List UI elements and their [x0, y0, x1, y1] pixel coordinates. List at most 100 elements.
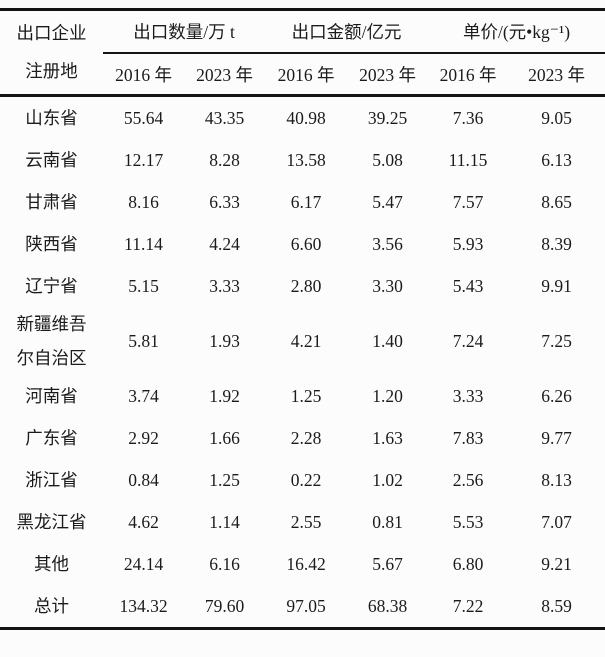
table-cell: 0.84: [128, 469, 159, 490]
table-cell: 8.39: [541, 233, 572, 254]
table-cell: 8.65: [541, 191, 572, 212]
table-cell: 16.42: [286, 553, 326, 574]
table-cell: 1.66: [209, 427, 240, 448]
table-cell: 7.57: [452, 191, 484, 212]
row-label: 广东省: [25, 428, 78, 449]
table-cell: 5.67: [372, 553, 403, 574]
table-cell: 7.07: [541, 511, 572, 532]
table-cell: 6.26: [541, 385, 572, 406]
table-cell: 5.47: [372, 191, 403, 212]
table-row: 黑龙江省 4.62 1.14 2.55 0.81 5.53 7.07: [0, 501, 605, 543]
table-cell: 79.60: [204, 595, 245, 616]
table-row: 新疆维吾尔自治区 5.81 1.93 4.21 1.40 7.24 7.25: [0, 307, 605, 375]
table-cell: 55.64: [123, 107, 164, 128]
table-cell: 1.25: [290, 385, 322, 406]
table-cell: 4.24: [209, 233, 240, 254]
table-cell: 1.14: [209, 511, 240, 532]
table-cell: 2.80: [290, 275, 322, 296]
table-cell: 1.93: [209, 330, 240, 351]
table-cell: 5.43: [452, 275, 484, 296]
group-header-row: 出口企业 注册地 出口数量/万 t 出口金额/亿元 单价/(元•kg⁻¹): [0, 9, 605, 97]
table-cell: 97.05: [286, 595, 326, 616]
row-label: 云南省: [25, 149, 78, 170]
table-cell: 3.33: [452, 385, 484, 406]
table-cell: 2.56: [452, 469, 484, 490]
table-header: 出口企业 注册地 出口数量/万 t 出口金额/亿元 单价/(元•kg⁻¹) 20…: [0, 9, 605, 97]
table-row: 其他 24.14 6.16 16.42 5.67 6.80 9.21: [0, 543, 605, 585]
table-row: 云南省 12.17 8.28 13.58 5.08 11.15 6.13: [0, 139, 605, 181]
table-cell: 1.92: [209, 385, 240, 406]
table-row: 总计 134.32 79.60 97.05 68.38 7.22 8.59: [0, 585, 605, 629]
table-cell: 40.98: [286, 107, 326, 128]
row-label: 黑龙江省: [16, 512, 87, 533]
table-cell: 2.92: [128, 427, 159, 448]
table-cell: 5.08: [372, 149, 403, 170]
table-cell: 1.02: [372, 469, 403, 490]
table-cell: 5.15: [128, 275, 159, 296]
table-row: 浙江省 0.84 1.25 0.22 1.02 2.56 8.13: [0, 459, 605, 501]
year-header-price-2016: 2016 年: [428, 53, 509, 97]
table-row: 广东省 2.92 1.66 2.28 1.63 7.83 9.77: [0, 417, 605, 459]
table-cell: 43.35: [204, 107, 245, 128]
table-cell: 0.22: [290, 469, 322, 490]
year-header-price-2023: 2023 年: [508, 53, 605, 97]
table-cell: 12.17: [123, 149, 164, 170]
table-cell: 7.24: [452, 330, 484, 351]
year-header-amount-2023: 2023 年: [347, 53, 429, 97]
row-label: 总计: [34, 596, 69, 617]
row-label: 浙江省: [25, 470, 78, 491]
row-label: 新疆维吾尔自治区: [16, 314, 87, 369]
row-label: 辽宁省: [25, 275, 78, 296]
table-cell: 11.15: [448, 149, 488, 170]
table-cell: 2.55: [290, 511, 322, 532]
table-row: 辽宁省 5.15 3.33 2.80 3.30 5.43 9.91: [0, 265, 605, 307]
table-cell: 39.25: [367, 107, 408, 128]
table-cell: 8.28: [209, 149, 240, 170]
table-cell: 9.77: [541, 427, 572, 448]
table-cell: 134.32: [119, 595, 168, 616]
table-cell: 1.20: [372, 385, 403, 406]
stub-header-line1: 出口企业: [16, 22, 87, 43]
table-cell: 1.40: [372, 330, 403, 351]
table-cell: 4.21: [290, 330, 322, 351]
table-cell: 6.33: [209, 191, 240, 212]
table-body: 山东省 55.64 43.35 40.98 39.25 7.36 9.05 云南省 12.17 8…: [0, 96, 605, 629]
stub-header: 出口企业 注册地: [0, 9, 103, 97]
table-cell: 24.14: [123, 553, 164, 574]
stub-header-line2: 注册地: [25, 60, 78, 81]
export-statistics-table: 出口企业 注册地 出口数量/万 t 出口金额/亿元 单价/(元•kg⁻¹) 20…: [0, 8, 605, 631]
table-cell: 7.83: [452, 427, 484, 448]
row-label: 山东省: [25, 107, 78, 128]
year-header-quantity-2016: 2016 年: [103, 53, 184, 97]
table-cell: 8.16: [128, 191, 159, 212]
table-cell: 6.13: [541, 149, 572, 170]
row-label: 河南省: [25, 386, 78, 407]
table-cell: 2.28: [290, 427, 322, 448]
table-cell: 5.93: [452, 233, 484, 254]
table-cell: 9.21: [541, 553, 572, 574]
table-cell: 4.62: [128, 511, 159, 532]
table-cell: 5.53: [452, 511, 484, 532]
group-header-export-quantity: 出口数量/万 t: [103, 9, 266, 54]
row-label: 其他: [34, 554, 69, 575]
table-cell: 7.25: [541, 330, 572, 351]
table-cell: 3.30: [372, 275, 403, 296]
table-cell: 13.58: [286, 149, 326, 170]
row-label: 甘肃省: [25, 191, 78, 212]
table-cell: 9.91: [541, 275, 572, 296]
table-cell: 3.56: [372, 233, 403, 254]
table-cell: 11.14: [124, 233, 163, 254]
row-label: 陕西省: [25, 233, 78, 254]
table-cell: 8.13: [541, 469, 572, 490]
table-cell: 1.63: [372, 427, 403, 448]
table-cell: 7.36: [452, 107, 484, 128]
table-row: 河南省 3.74 1.92 1.25 1.20 3.33 6.26: [0, 375, 605, 417]
group-header-export-amount: 出口金额/亿元: [265, 9, 429, 54]
table-cell: 68.38: [367, 595, 408, 616]
table-cell: 0.81: [372, 511, 403, 532]
table-cell: 7.22: [452, 595, 484, 616]
table-cell: 6.80: [452, 553, 484, 574]
table-cell: 6.17: [290, 191, 322, 212]
table-cell: 3.74: [128, 385, 159, 406]
